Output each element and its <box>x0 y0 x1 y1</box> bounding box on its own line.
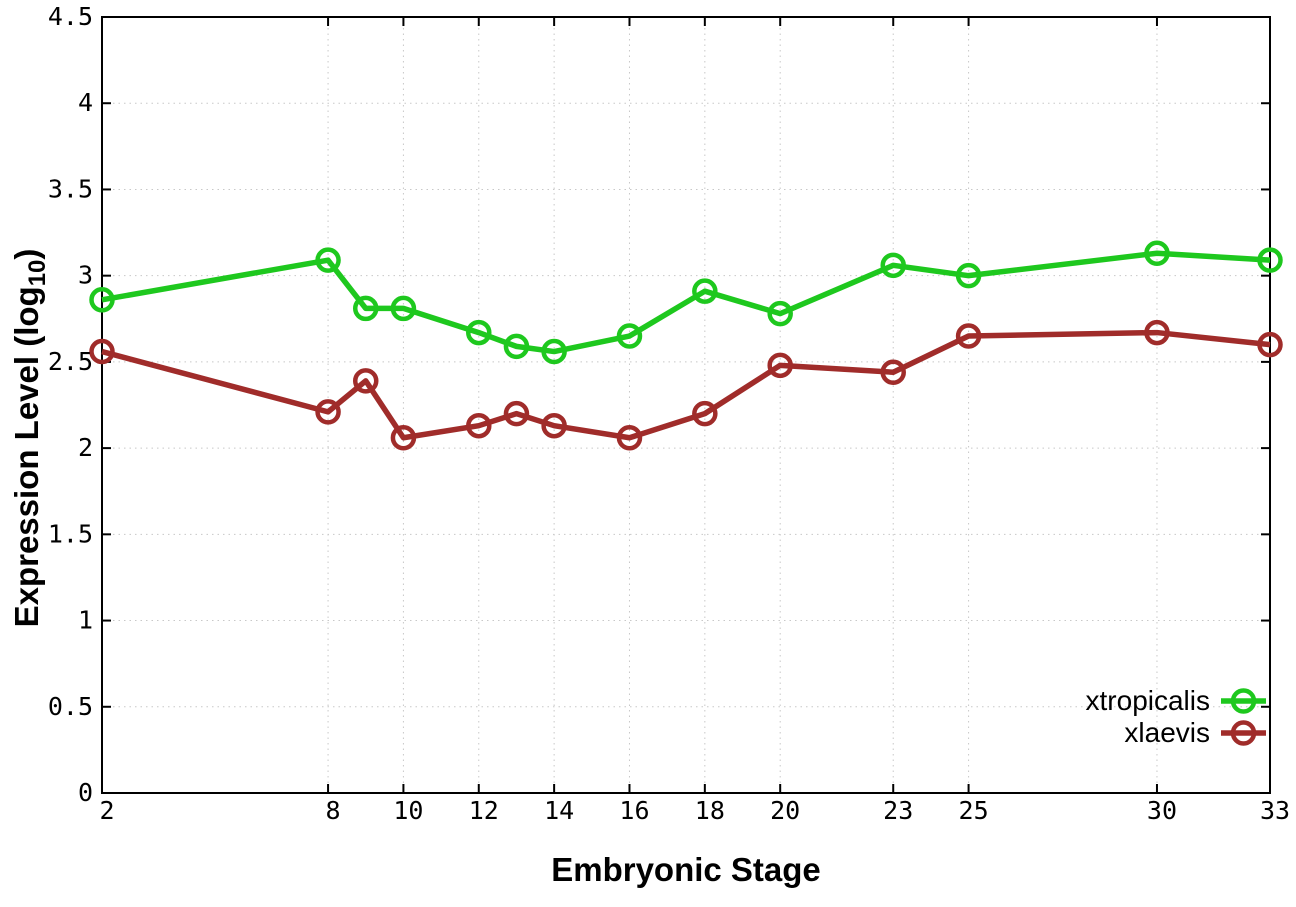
x-tick-label: 30 <box>1147 796 1177 825</box>
x-tick-label: 25 <box>959 796 989 825</box>
x-tick-label: 33 <box>1260 796 1290 825</box>
series-xlaevis-marker <box>315 399 341 425</box>
series-xtropicalis-marker <box>955 262 982 289</box>
series-xlaevis-marker <box>89 338 115 365</box>
x-tick-label: 10 <box>393 796 423 825</box>
series-xtropicalis-marker <box>692 278 718 304</box>
y-tick-label: 4.5 <box>48 2 93 31</box>
x-tick-label: 23 <box>883 796 913 825</box>
series-xtropicalis-marker <box>352 295 379 322</box>
series-xtropicalis-marker <box>390 295 417 322</box>
series-xlaevis-marker <box>1257 331 1283 358</box>
series-xtropicalis-line <box>101 250 1271 355</box>
y-tick-labels: 0 0.5 1 1.5 2 2.5 3 3.5 4 4.5 <box>48 2 93 807</box>
legend-item-xtropicalis: xtropicalis <box>1086 685 1266 716</box>
series-xtropicalis-marker <box>767 300 793 327</box>
series-xlaevis-marker <box>955 323 982 349</box>
series-xlaevis-marker <box>767 352 793 379</box>
y-axis-title-text: Expression Level (log <box>8 286 45 628</box>
x-tick-label: 2 <box>99 796 114 825</box>
y-tick-label: 2 <box>78 433 93 462</box>
x-tick-label: 14 <box>544 796 574 825</box>
series-xlaevis-marker <box>1144 319 1170 346</box>
x-tick-label: 12 <box>469 796 499 825</box>
series-xtropicalis-marker <box>1257 247 1283 273</box>
series-xlaevis-marker <box>616 425 643 451</box>
legend-item-xlaevis: xlaevis <box>1124 717 1266 748</box>
series-xtropicalis-marker <box>541 338 567 365</box>
x-axis-title: Embryonic Stage <box>551 851 821 888</box>
series-xlaevis-marker <box>352 368 379 394</box>
y-tick-label: 1 <box>78 606 93 635</box>
series-xlaevis <box>89 319 1283 451</box>
y-axis-title: Expression Level (log10) <box>8 249 52 628</box>
y-axis-title-suffix: ) <box>8 248 45 260</box>
y-tick-label: 2.5 <box>48 347 93 376</box>
y-tick-label: 3 <box>78 261 93 290</box>
series-xtropicalis-marker <box>616 323 643 349</box>
plot-border <box>101 16 1271 794</box>
y-tick-label: 0 <box>78 778 93 807</box>
axis-tick-marks <box>101 16 1271 794</box>
legend-label: xlaevis <box>1124 717 1210 748</box>
x-tick-label: 8 <box>326 796 341 825</box>
series-xlaevis-marker <box>503 400 530 427</box>
series-xtropicalis-marker <box>89 287 115 313</box>
x-tick-label: 18 <box>695 796 725 825</box>
legend-marker-icon <box>1230 720 1257 746</box>
y-tick-label: 4 <box>78 88 93 117</box>
y-tick-label: 0.5 <box>48 692 93 721</box>
series-xlaevis-marker <box>390 425 417 451</box>
series-xlaevis-marker <box>880 359 906 385</box>
series-xtropicalis-marker <box>503 333 530 360</box>
series-xtropicalis <box>89 240 1283 365</box>
grid-lines <box>101 16 1271 794</box>
x-tick-labels: 2 8 10 12 14 16 18 20 23 25 30 33 <box>99 796 1290 825</box>
x-tick-label: 20 <box>770 796 800 825</box>
series-xtropicalis-marker <box>315 247 341 273</box>
y-axis-title-subscript: 10 <box>24 259 51 287</box>
x-tick-label: 16 <box>619 796 649 825</box>
y-tick-label: 3.5 <box>48 174 93 203</box>
legend-marker-icon <box>1230 688 1257 714</box>
series-xlaevis-marker <box>466 412 492 439</box>
legend-label: xtropicalis <box>1086 685 1210 716</box>
y-tick-label: 1.5 <box>48 519 93 548</box>
series-xtropicalis-marker <box>1144 240 1170 266</box>
series-xtropicalis-marker <box>880 252 906 279</box>
series-xlaevis-marker <box>541 412 567 439</box>
series-xtropicalis-marker <box>466 319 492 346</box>
series-xlaevis-marker <box>692 400 718 427</box>
series-xlaevis-line <box>101 329 1271 441</box>
